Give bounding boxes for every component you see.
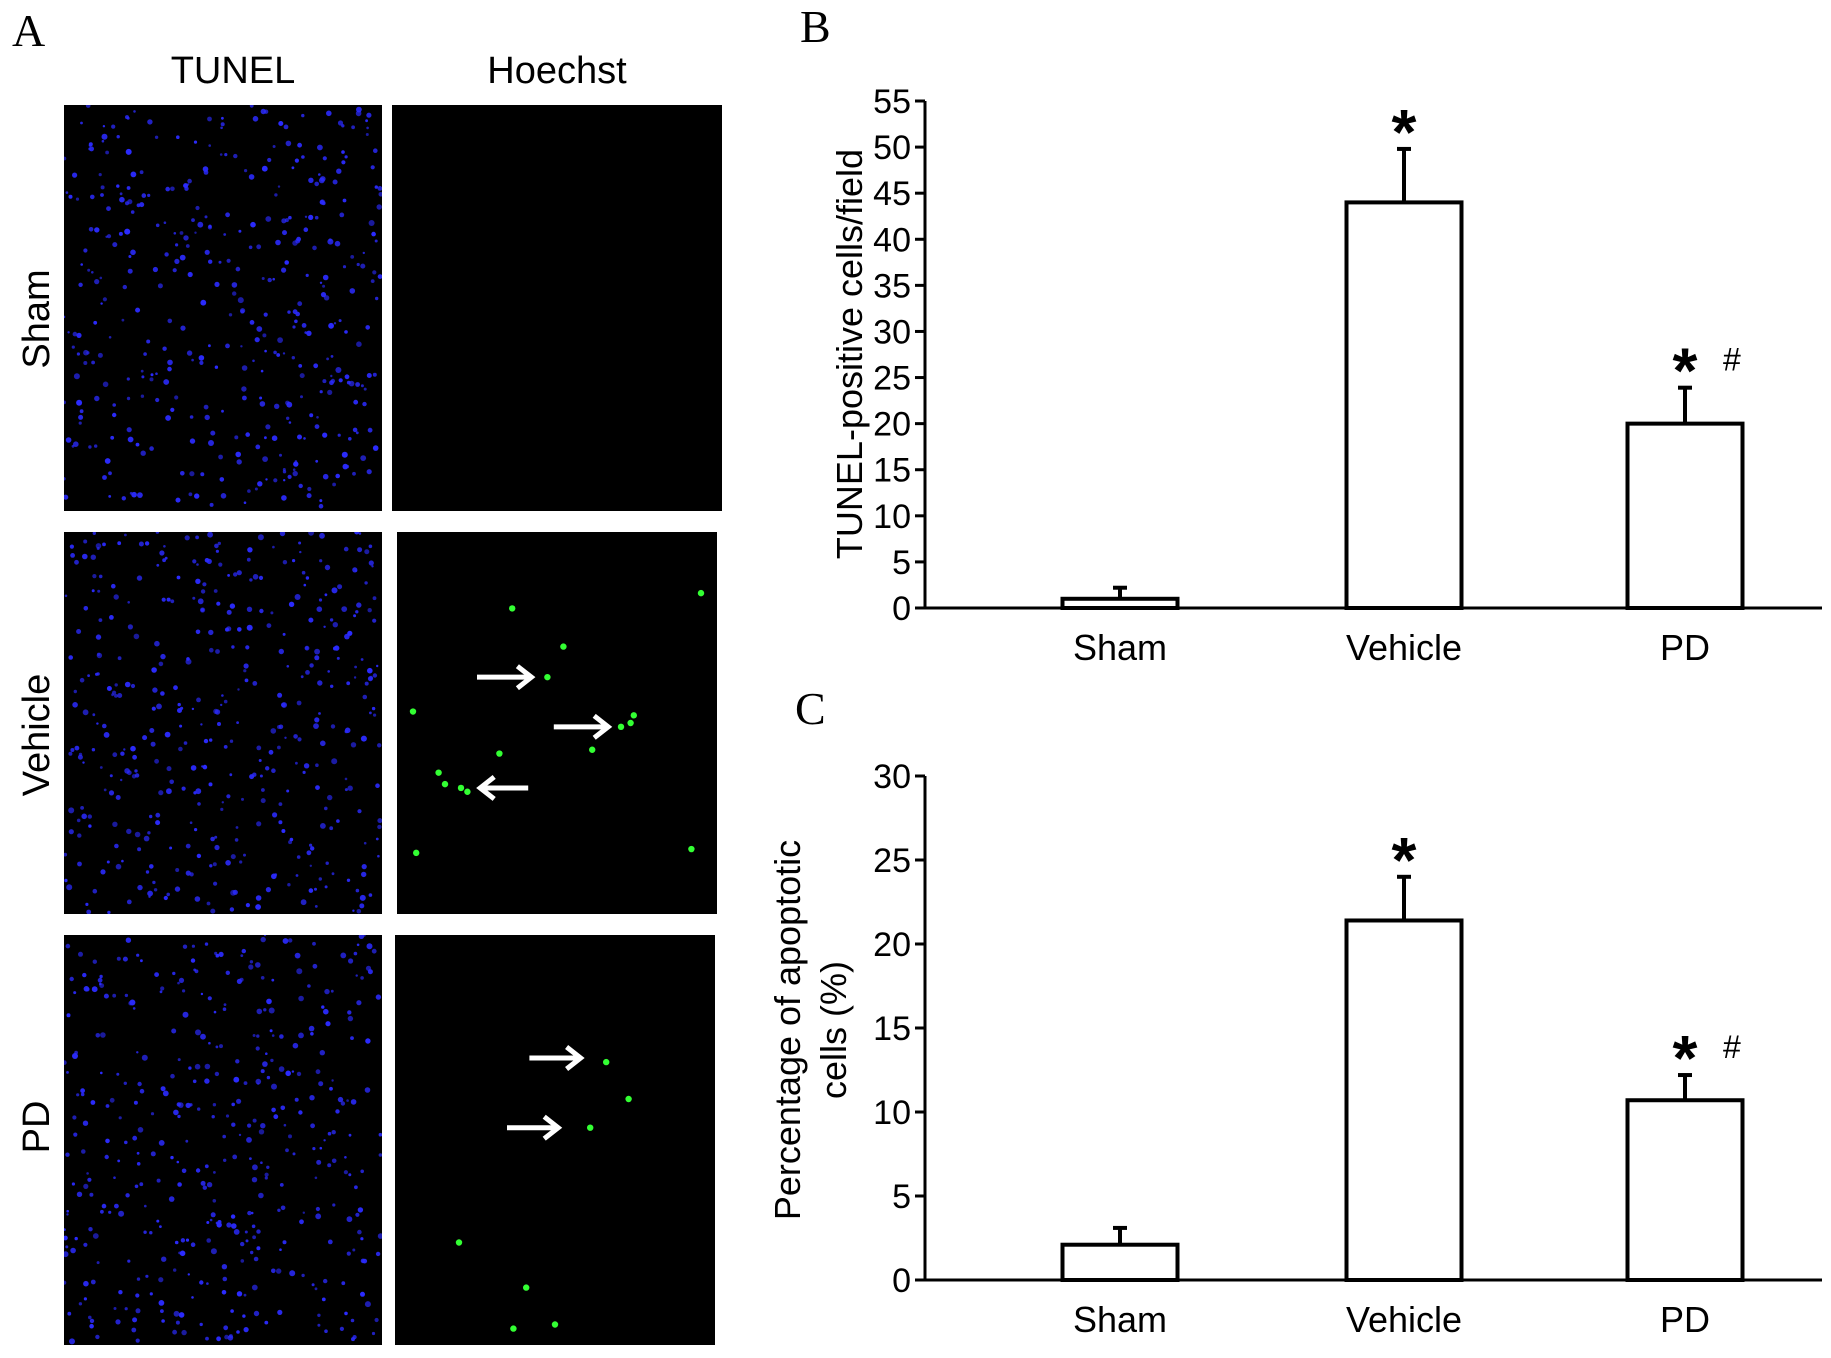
y-tick-label: 15 bbox=[873, 452, 911, 490]
y-tick-label: 25 bbox=[873, 360, 911, 398]
x-tick-label: PD bbox=[1660, 627, 1710, 668]
bar bbox=[1625, 421, 1745, 610]
nuclei-field bbox=[64, 532, 382, 914]
bar bbox=[1344, 200, 1464, 610]
significance-star: * bbox=[1392, 96, 1417, 168]
arrow-icon bbox=[553, 713, 613, 740]
significance-hash: # bbox=[1723, 1029, 1741, 1065]
bar bbox=[1625, 1098, 1745, 1282]
y-axis-label: TUNEL-positive cells/field bbox=[829, 149, 870, 559]
y-tick-label: 40 bbox=[873, 221, 911, 259]
column-title-tunel: TUNEL bbox=[170, 50, 296, 92]
column-title-hoechst: Hoechst bbox=[487, 50, 627, 92]
y-tick-label: 45 bbox=[873, 175, 911, 213]
y-tick-label: 30 bbox=[873, 313, 911, 351]
y-tick-label: 10 bbox=[873, 1094, 911, 1132]
y-tick-label: 5 bbox=[892, 1178, 911, 1216]
y-tick-label: 5 bbox=[892, 544, 911, 582]
y-tick-label: 35 bbox=[873, 267, 911, 305]
nuclei-field bbox=[64, 105, 382, 509]
y-axis-label: Percentage of apoptotic bbox=[767, 840, 808, 1220]
tunel-image-vehicle bbox=[64, 532, 382, 914]
hoechst-image-vehicle bbox=[397, 532, 717, 914]
y-tick-label: 15 bbox=[873, 1010, 911, 1048]
panel-c-letter: C bbox=[795, 683, 826, 734]
significance-hash: # bbox=[1723, 342, 1741, 378]
y-tick-label: 20 bbox=[873, 926, 911, 964]
tunel-image-sham bbox=[64, 105, 382, 511]
y-tick-label: 0 bbox=[892, 590, 911, 628]
panel-b-letter: B bbox=[800, 1, 831, 52]
arrow-icon bbox=[529, 1045, 585, 1071]
hoechst-image-sham bbox=[392, 105, 722, 511]
bar bbox=[1060, 1242, 1180, 1282]
apoptotic-field bbox=[409, 589, 705, 857]
bar bbox=[1344, 918, 1464, 1282]
y-tick-label: 50 bbox=[873, 129, 911, 167]
x-tick-label: Vehicle bbox=[1346, 1299, 1462, 1340]
significance-star: * bbox=[1673, 1022, 1698, 1094]
hoechst-image-pd bbox=[395, 935, 715, 1345]
arrow-icon bbox=[477, 664, 536, 691]
x-tick-label: Vehicle bbox=[1346, 627, 1462, 668]
y-tick-label: 25 bbox=[873, 842, 911, 880]
apoptotic-field bbox=[455, 1045, 632, 1332]
y-tick-label: 0 bbox=[892, 1262, 911, 1300]
significance-star: * bbox=[1392, 824, 1417, 896]
x-tick-label: Sham bbox=[1073, 1299, 1167, 1340]
arrow-icon bbox=[476, 774, 529, 801]
panel-a-letter: A bbox=[12, 5, 46, 56]
x-tick-label: Sham bbox=[1073, 627, 1167, 668]
y-tick-label: 10 bbox=[873, 498, 911, 536]
x-tick-label: PD bbox=[1660, 1299, 1710, 1340]
y-axis-label: cells (%) bbox=[813, 961, 854, 1099]
y-tick-label: 20 bbox=[873, 406, 911, 444]
y-tick-label: 55 bbox=[873, 83, 911, 121]
nuclei-field bbox=[64, 935, 382, 1345]
y-tick-label: 30 bbox=[873, 758, 911, 796]
tunel-image-pd bbox=[64, 935, 382, 1345]
significance-star: * bbox=[1673, 335, 1698, 407]
arrow-icon bbox=[507, 1114, 563, 1141]
